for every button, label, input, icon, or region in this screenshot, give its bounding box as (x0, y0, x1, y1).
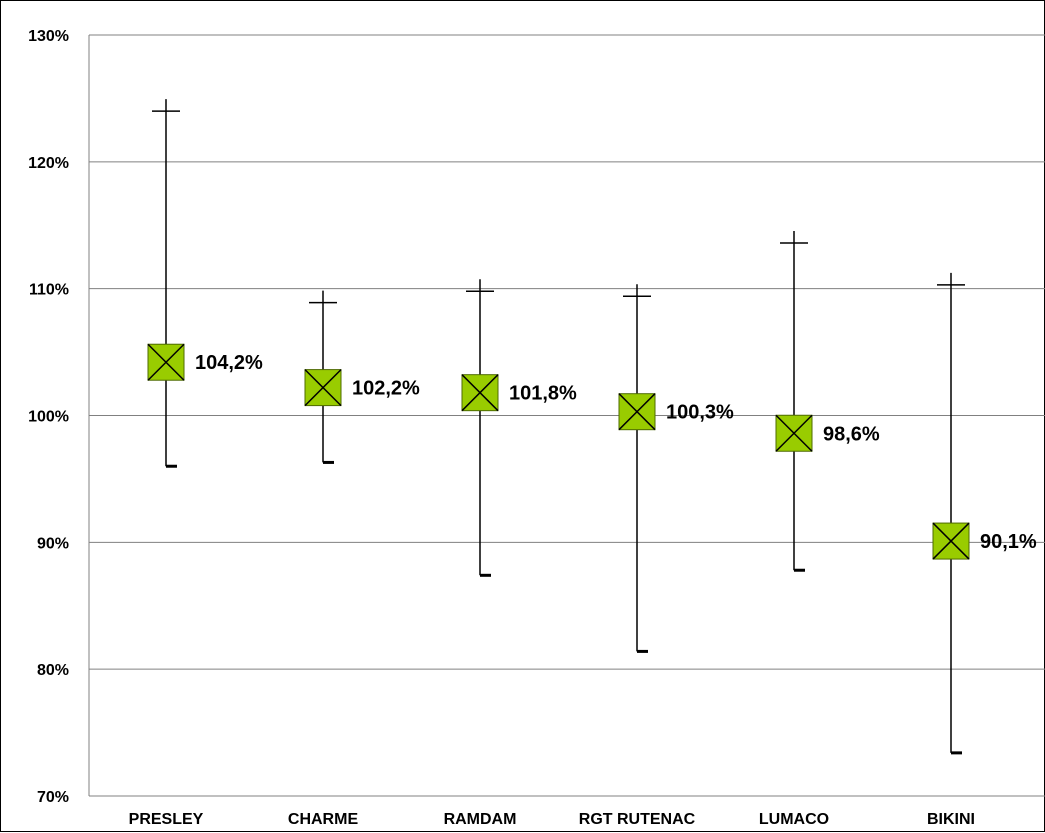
data-label: 104,2% (195, 352, 263, 374)
y-tick-label: 90% (37, 535, 69, 552)
data-label: 102,2% (352, 378, 420, 400)
marker-cross (147, 343, 185, 381)
data-label: 98,6% (823, 423, 880, 445)
marker-cross (775, 414, 813, 452)
marker-cross (618, 393, 656, 431)
y-tick-label: 80% (37, 662, 69, 679)
data-label: 90,1% (980, 531, 1037, 553)
data-label: 101,8% (509, 383, 577, 405)
marker-cross (461, 374, 499, 412)
x-category-label: PRESLEY (129, 811, 204, 828)
y-tick-label: 100% (28, 409, 69, 426)
marker-cross (932, 522, 970, 560)
x-category-label: RAMDAM (444, 811, 517, 828)
x-category-label: RGT RUTENAC (579, 811, 696, 828)
x-category-label: LUMACO (759, 811, 829, 828)
x-category-label: CHARME (288, 811, 359, 828)
y-tick-label: 110% (29, 282, 69, 299)
data-label: 100,3% (666, 402, 734, 424)
y-tick-label: 130% (28, 28, 69, 45)
x-category-label: BIKINI (927, 811, 975, 828)
marker-cross (304, 369, 342, 407)
y-tick-label: 120% (28, 155, 69, 172)
y-tick-label: 70% (37, 789, 69, 806)
